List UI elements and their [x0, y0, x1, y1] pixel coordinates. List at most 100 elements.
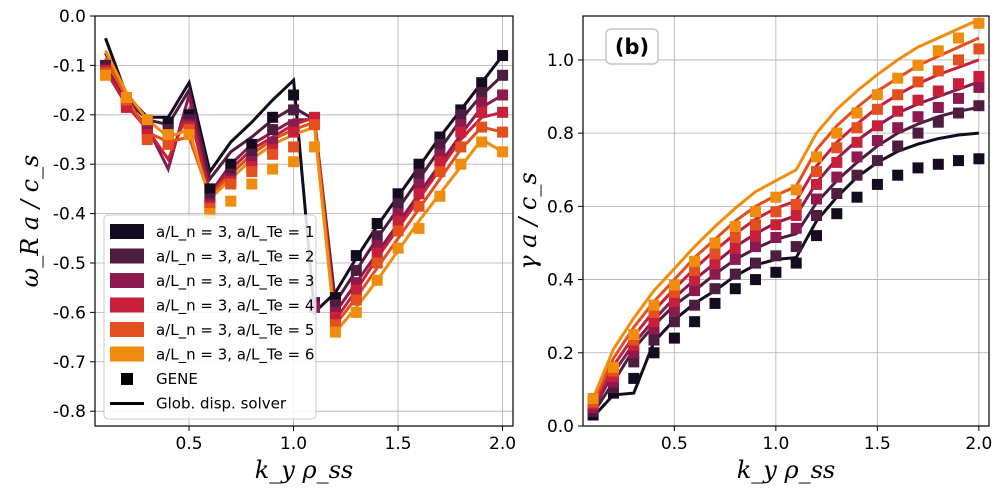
gene-point-te-5	[932, 65, 944, 77]
gene-point-te-3	[476, 96, 488, 108]
x-tick-label: 1.0	[762, 434, 789, 454]
gene-point-te-2	[689, 299, 701, 311]
gene-point-te-6	[392, 242, 404, 254]
gene-point-te-2	[709, 283, 721, 295]
gene-point-te-6	[434, 190, 446, 202]
gene-point-te-2	[628, 356, 640, 368]
legend-label: GENE	[156, 370, 198, 388]
gene-point-te-1	[750, 274, 761, 286]
y-tick-label: 0.4	[547, 271, 574, 291]
gene-point-te-1	[225, 158, 237, 170]
gene-point-te-3	[628, 347, 640, 359]
gene-point-te-6	[120, 92, 132, 103]
gene-point-te-6	[709, 237, 721, 249]
gene-point-te-6	[668, 279, 680, 291]
gene-point-te-2	[476, 87, 488, 99]
gene-point-te-5	[246, 166, 258, 178]
x-tick-label: 1.0	[280, 434, 307, 454]
gene-point-te-3	[392, 208, 404, 220]
gene-point-te-6	[183, 129, 195, 141]
gene-point-te-5	[689, 264, 701, 276]
gene-point-te-6	[204, 208, 216, 220]
y-tick-label: 0.0	[59, 7, 86, 27]
gene-point-te-5	[434, 166, 446, 178]
gene-point-te-1	[953, 155, 964, 167]
gene-point-te-1	[434, 131, 446, 143]
solver-line-te-6	[591, 18, 980, 400]
y-tick-label: -0.5	[53, 254, 86, 274]
gene-point-te-2	[267, 124, 279, 136]
gene-point-te-5	[790, 199, 802, 210]
gene-point-te-1	[729, 283, 741, 295]
gene-point-te-3	[790, 222, 802, 234]
gene-point-te-4	[371, 247, 383, 259]
gene-point-te-6	[267, 163, 279, 175]
y-tick-label: 0.0	[547, 417, 574, 437]
legend-swatch-te-1	[110, 224, 144, 239]
legend-gene-marker	[121, 373, 133, 385]
gene-point-te-3	[434, 148, 446, 160]
gene-point-te-2	[831, 188, 843, 199]
gene-point-te-4	[729, 243, 741, 254]
gene-point-te-4	[689, 274, 701, 286]
gene-point-te-6	[831, 127, 843, 139]
y-tick-label: -0.2	[53, 106, 86, 126]
gene-point-te-5	[729, 232, 741, 243]
gene-point-te-3	[267, 136, 279, 148]
gene-point-te-4	[648, 316, 660, 328]
gene-point-te-1	[973, 153, 985, 165]
gene-point-te-4	[434, 156, 446, 168]
legend-label: a/L_n = 3, a/L_Te = 4	[156, 297, 314, 316]
gene-point-te-3	[770, 232, 782, 243]
y-tick-label: -0.1	[53, 56, 86, 76]
x-tick-label: 2.0	[489, 434, 516, 454]
gene-point-te-4	[790, 210, 802, 221]
gene-point-te-5	[770, 206, 782, 218]
gene-point-te-1	[246, 138, 258, 150]
gene-point-te-2	[750, 257, 761, 269]
gene-point-te-2	[329, 299, 341, 311]
y-tick-label: 0.2	[547, 344, 574, 364]
right-gene-markers	[587, 17, 985, 421]
gene-point-te-6	[497, 146, 509, 158]
gene-point-te-6	[912, 59, 924, 71]
gene-point-te-1	[932, 158, 944, 170]
gene-point-te-1	[892, 169, 904, 181]
gene-point-te-2	[953, 107, 964, 119]
gene-point-te-1	[912, 162, 924, 174]
left-legend: a/L_n = 3, a/L_Te = 1 a/L_n = 3, a/L_Te =…	[103, 214, 317, 420]
gene-point-te-2	[851, 169, 863, 181]
gene-point-te-6	[750, 206, 761, 218]
gene-point-te-6	[811, 151, 822, 163]
gene-point-te-2	[770, 250, 782, 262]
gene-point-te-4	[309, 111, 320, 123]
legend-swatch-te-2	[110, 248, 144, 264]
gene-point-te-3	[413, 178, 425, 190]
right-plot-frame	[582, 15, 990, 427]
gene-point-te-3	[709, 268, 721, 280]
gene-point-te-1	[329, 292, 341, 304]
gene-point-te-3	[350, 277, 362, 289]
legend-label: a/L_n = 3, a/L_Te = 6	[156, 346, 314, 365]
gene-point-te-6	[973, 17, 985, 29]
y-tick-label: -0.8	[53, 402, 86, 422]
legend-swatch-te-4	[110, 297, 144, 313]
gene-point-te-2	[350, 264, 362, 276]
gene-point-te-4	[350, 284, 362, 296]
gene-point-te-3	[497, 89, 509, 101]
x-tick-label: 2.0	[965, 434, 992, 454]
gene-point-te-2	[790, 241, 802, 253]
gene-point-te-5	[350, 294, 362, 306]
gene-point-te-6	[689, 255, 701, 267]
gene-point-te-1	[628, 372, 640, 384]
gene-point-te-1	[497, 50, 509, 61]
gene-point-te-3	[455, 119, 467, 131]
gene-point-te-6	[770, 191, 782, 203]
gene-point-te-1	[668, 332, 680, 344]
gene-point-te-2	[371, 230, 383, 242]
gene-point-te-1	[476, 77, 488, 89]
gene-point-te-5	[648, 307, 660, 318]
gene-point-te-1	[648, 347, 660, 359]
right-panel: 0.5 1.0 1.5 2.00.00.20.40.60.81.0 k_y ρ_ss …	[514, 15, 992, 484]
gene-point-te-1	[350, 250, 362, 262]
